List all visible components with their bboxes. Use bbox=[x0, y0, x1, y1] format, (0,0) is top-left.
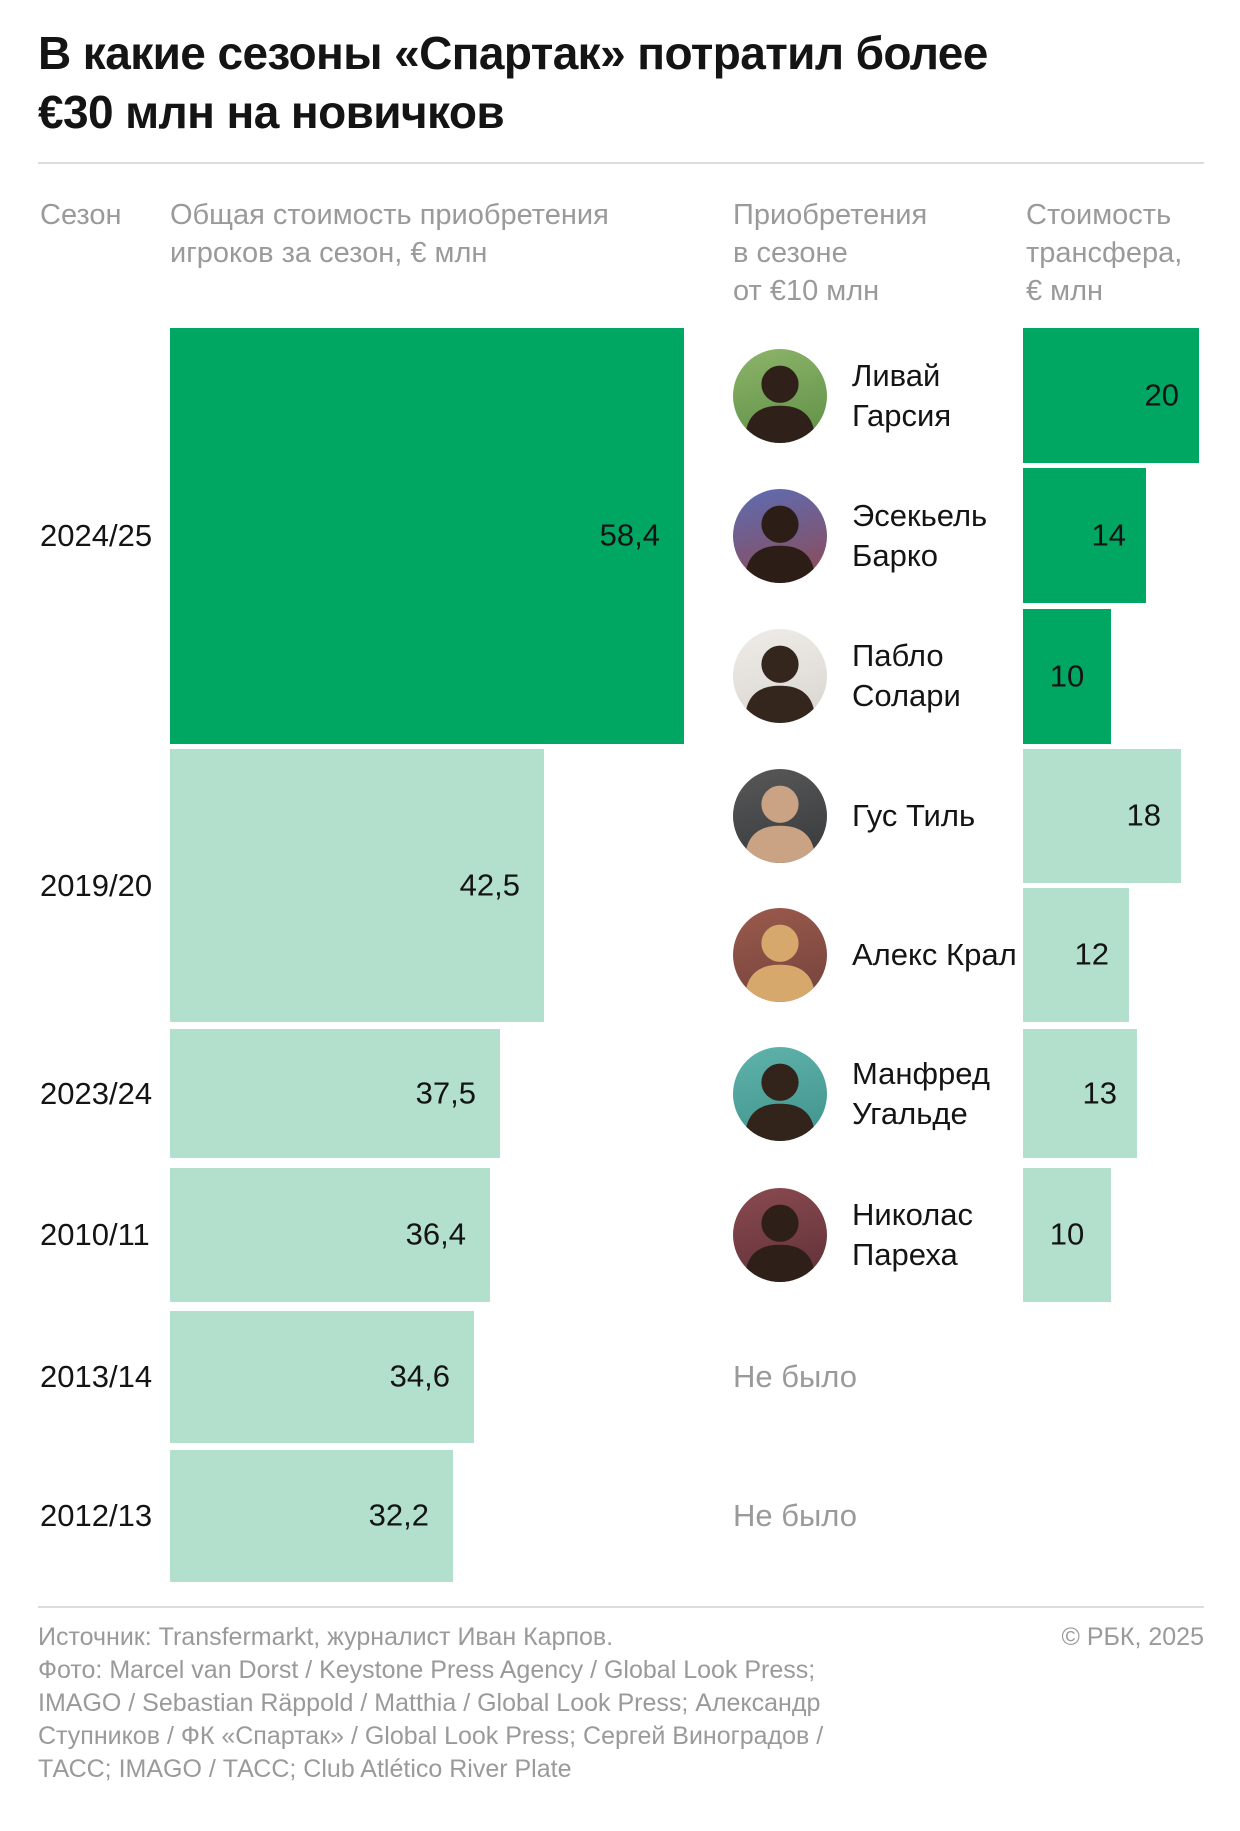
person-silhouette-icon bbox=[744, 365, 816, 443]
player-name-line: Гарсия bbox=[852, 398, 952, 433]
season-total-value: 32,2 bbox=[368, 1497, 429, 1533]
transfer-fee-value: 10 bbox=[1049, 1216, 1085, 1252]
player-name-line: Угальде bbox=[852, 1096, 968, 1131]
transfer-fee-bar: 20 bbox=[1023, 328, 1199, 463]
credits-line: ТАСС; IMAGO / ТАСС; Club Atlético River … bbox=[38, 1755, 572, 1783]
player-avatar bbox=[733, 489, 827, 583]
player-name-line: Николас bbox=[852, 1197, 974, 1232]
season-total-bar: 34,6 bbox=[170, 1311, 474, 1443]
header-divider bbox=[38, 162, 1204, 164]
person-silhouette-icon bbox=[744, 645, 816, 723]
player-name-line: Ливай bbox=[852, 358, 941, 393]
transfer-fee-bar: 13 bbox=[1023, 1029, 1137, 1158]
credits-line: Фото: Marcel van Dorst / Keystone Press … bbox=[38, 1656, 816, 1684]
player-name-line: Манфред bbox=[852, 1056, 990, 1091]
transfer-fee-value: 12 bbox=[1074, 936, 1109, 972]
transfer-fee-value: 13 bbox=[1082, 1074, 1117, 1110]
source-line: Источник: Transfermarkt, журналист Иван … bbox=[38, 1623, 614, 1651]
person-silhouette-icon bbox=[744, 505, 816, 583]
player-avatar bbox=[733, 629, 827, 723]
no-signings-label: Не было bbox=[733, 1359, 857, 1394]
player-avatar bbox=[733, 1188, 827, 1282]
player-name: Ливай Гарсия bbox=[852, 356, 951, 436]
season-label: 2023/24 bbox=[40, 1075, 153, 1111]
season-total-bar: 58,4 bbox=[170, 328, 684, 744]
credits-line: Ступников / ФК «Спартак» / Global Look P… bbox=[38, 1722, 824, 1750]
player-avatar bbox=[733, 908, 827, 1002]
person-silhouette-icon bbox=[744, 1063, 816, 1141]
season-label: 2019/20 bbox=[40, 867, 153, 903]
source-credits: Источник: Transfermarkt, журналист Иван … bbox=[38, 1621, 868, 1786]
column-header-season: Сезон bbox=[40, 199, 122, 231]
no-signings-label: Не было bbox=[733, 1498, 857, 1533]
transfer-fee-value: 14 bbox=[1091, 516, 1126, 552]
season-total-bar: 36,4 bbox=[170, 1168, 490, 1302]
player-name-line: Барко bbox=[852, 538, 938, 573]
season-total-value: 34,6 bbox=[389, 1358, 450, 1394]
player-name: Гус Тиль bbox=[852, 796, 975, 836]
footer-divider bbox=[38, 1606, 1204, 1608]
player-name: Николас Пареха bbox=[852, 1195, 973, 1275]
person-silhouette-icon bbox=[744, 785, 816, 863]
season-total-value: 42,5 bbox=[459, 866, 520, 902]
transfer-fee-bar: 10 bbox=[1023, 1168, 1111, 1302]
season-total-value: 36,4 bbox=[405, 1216, 466, 1252]
transfer-fee-value: 18 bbox=[1126, 797, 1161, 833]
player-name-line: Алекс Крал bbox=[852, 937, 1017, 972]
column-header-signings: Приобретения в сезоне от €10 млн bbox=[733, 199, 928, 307]
page-title-line-1: В какие сезоны «Спартак» потратил более bbox=[38, 27, 988, 79]
page-title: В какие сезоны «Спартак» потратил более … bbox=[38, 24, 1178, 142]
season-label: 2024/25 bbox=[40, 518, 153, 553]
season-total-value: 58,4 bbox=[599, 517, 660, 553]
player-name: Пабло Солари bbox=[852, 636, 961, 716]
column-header-transfer-fee: Стоимость трансфера, € млн bbox=[1026, 199, 1183, 307]
player-avatar bbox=[733, 1047, 827, 1141]
transfer-fee-bar: 10 bbox=[1023, 609, 1111, 744]
player-name: Алекс Крал bbox=[852, 935, 1017, 975]
player-name-line: Гус Тиль bbox=[852, 798, 976, 833]
transfer-fee-bar: 12 bbox=[1023, 888, 1129, 1022]
player-name-line: Пабло bbox=[852, 638, 944, 673]
season-label: 2012/13 bbox=[40, 1498, 153, 1533]
player-name: Манфред Угальде bbox=[852, 1054, 990, 1134]
transfer-fee-value: 10 bbox=[1049, 657, 1085, 693]
person-silhouette-icon bbox=[744, 924, 816, 1002]
season-total-bar: 37,5 bbox=[170, 1029, 500, 1158]
season-total-value: 37,5 bbox=[415, 1074, 476, 1110]
credits-line: IMAGO / Sebastian Räppold / Matthia / Gl… bbox=[38, 1689, 821, 1717]
season-label: 2010/11 bbox=[40, 1217, 150, 1252]
player-name-line: Пареха bbox=[852, 1237, 958, 1272]
column-header-total-cost: Общая стоимость приобретения игроков за … bbox=[170, 199, 609, 269]
player-name-line: Эсекьель bbox=[852, 498, 988, 533]
person-silhouette-icon bbox=[744, 1204, 816, 1282]
player-avatar bbox=[733, 769, 827, 863]
copyright-label: © РБК, 2025 bbox=[1061, 1623, 1204, 1651]
player-avatar bbox=[733, 349, 827, 443]
season-total-bar: 42,5 bbox=[170, 749, 544, 1022]
season-label: 2013/14 bbox=[40, 1359, 153, 1394]
transfer-fee-bar: 14 bbox=[1023, 468, 1146, 603]
player-name-line: Солари bbox=[852, 678, 961, 713]
transfer-fee-bar: 18 bbox=[1023, 749, 1181, 883]
season-total-bar: 32,2 bbox=[170, 1450, 453, 1582]
player-name: Эсекьель Барко bbox=[852, 496, 987, 576]
page-title-line-2: €30 млн на новичков bbox=[38, 86, 505, 138]
transfer-fee-value: 20 bbox=[1144, 376, 1179, 412]
